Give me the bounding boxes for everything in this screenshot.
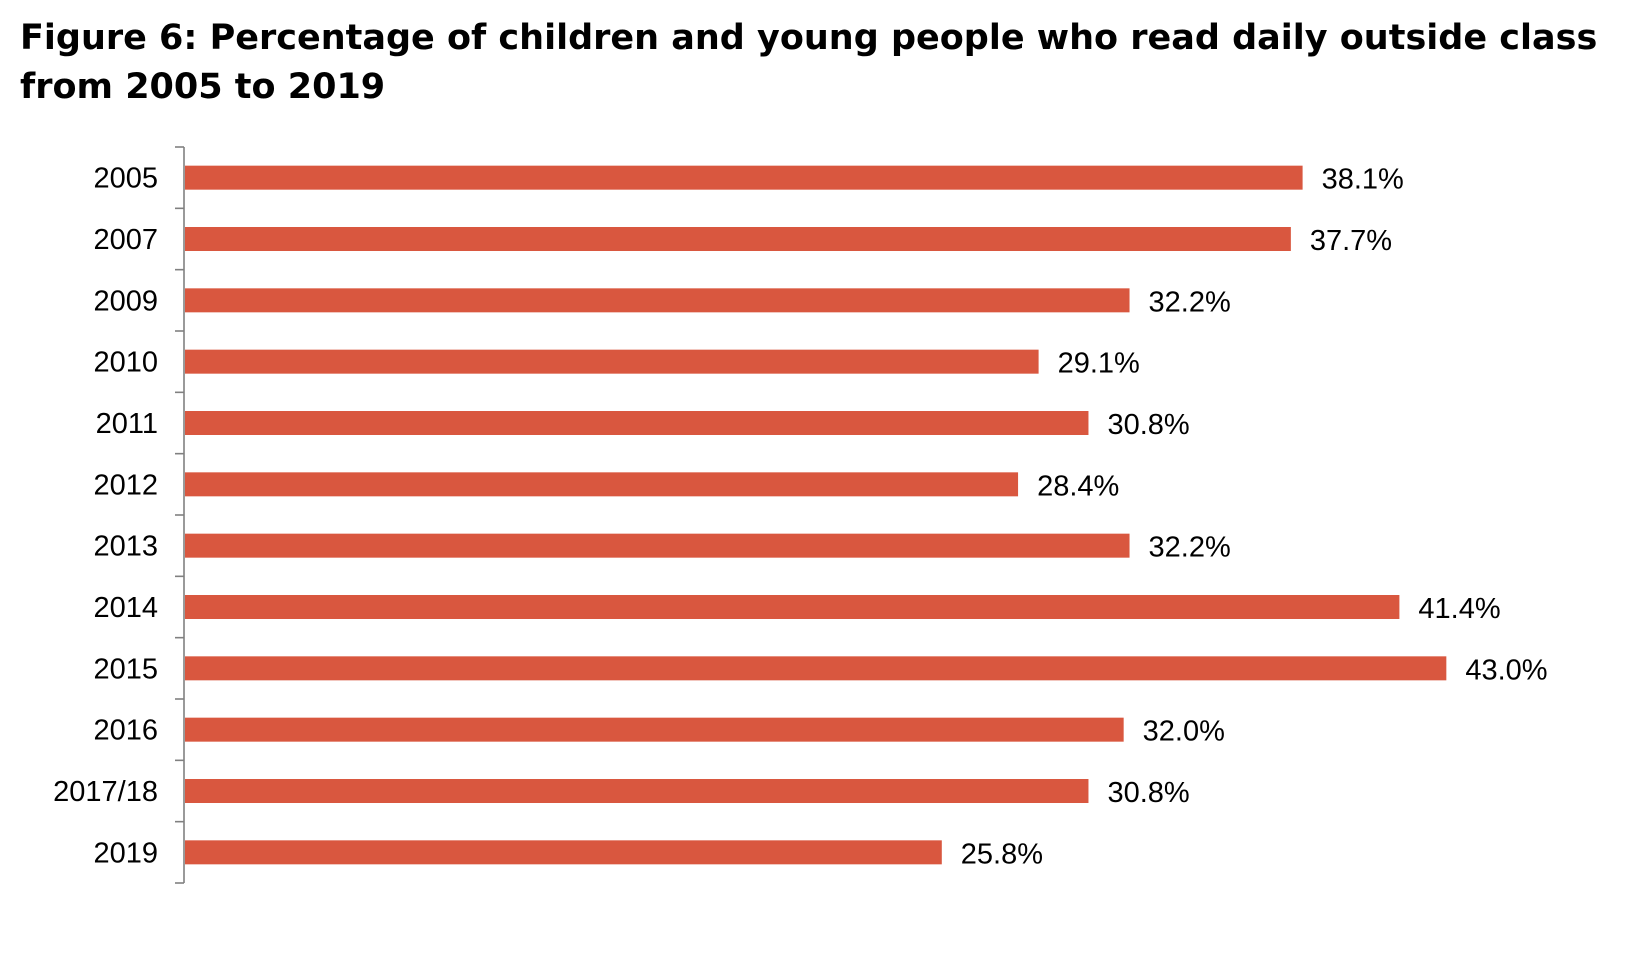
bar (185, 472, 1019, 497)
value-label: 28.4% (1037, 470, 1119, 502)
bar (185, 656, 1447, 681)
bar (185, 595, 1400, 619)
category-label: 2014 (93, 592, 158, 624)
category-label: 2017/18 (53, 776, 158, 808)
value-labels: 38.1% 37.7% 32.2% 29.1% 30.8% 28.4% 32.2% 41.4%… (961, 164, 1548, 871)
value-label: 29.1% (1058, 348, 1140, 380)
chart-title: Figure 6: Percentage of children and you… (20, 18, 1598, 107)
category-label: 2007 (93, 224, 158, 256)
value-label: 38.1% (1322, 164, 1404, 196)
category-label: 2010 (93, 347, 158, 379)
category-label: 2015 (93, 653, 158, 685)
bar (185, 411, 1089, 435)
value-label: 32.2% (1149, 532, 1231, 564)
value-label: 37.7% (1310, 225, 1392, 257)
y-axis-ticks (175, 146, 184, 884)
value-label: 43.0% (1465, 654, 1547, 686)
value-label: 32.2% (1149, 286, 1231, 318)
bars-group (185, 165, 1447, 865)
bar (185, 349, 1039, 374)
bar (185, 227, 1291, 251)
value-label: 41.4% (1418, 593, 1500, 625)
bar (185, 717, 1124, 742)
bar (185, 533, 1130, 558)
value-label: 30.8% (1107, 777, 1189, 809)
category-labels: 2005 2007 2009 2010 2011 2012 2013 2014 2015 2016… (53, 163, 158, 870)
value-label: 25.8% (961, 838, 1043, 870)
category-label: 2012 (93, 469, 158, 501)
bar (185, 779, 1089, 803)
category-label: 2013 (93, 531, 158, 563)
value-label: 30.8% (1107, 409, 1189, 441)
bar (185, 165, 1303, 190)
category-label: 2019 (93, 837, 158, 869)
value-label: 32.0% (1143, 716, 1225, 748)
category-label: 2011 (96, 408, 158, 440)
bar (185, 840, 942, 865)
bar (185, 288, 1130, 313)
category-label: 2005 (93, 163, 158, 195)
category-label: 2016 (93, 715, 158, 747)
category-label: 2009 (93, 285, 158, 317)
